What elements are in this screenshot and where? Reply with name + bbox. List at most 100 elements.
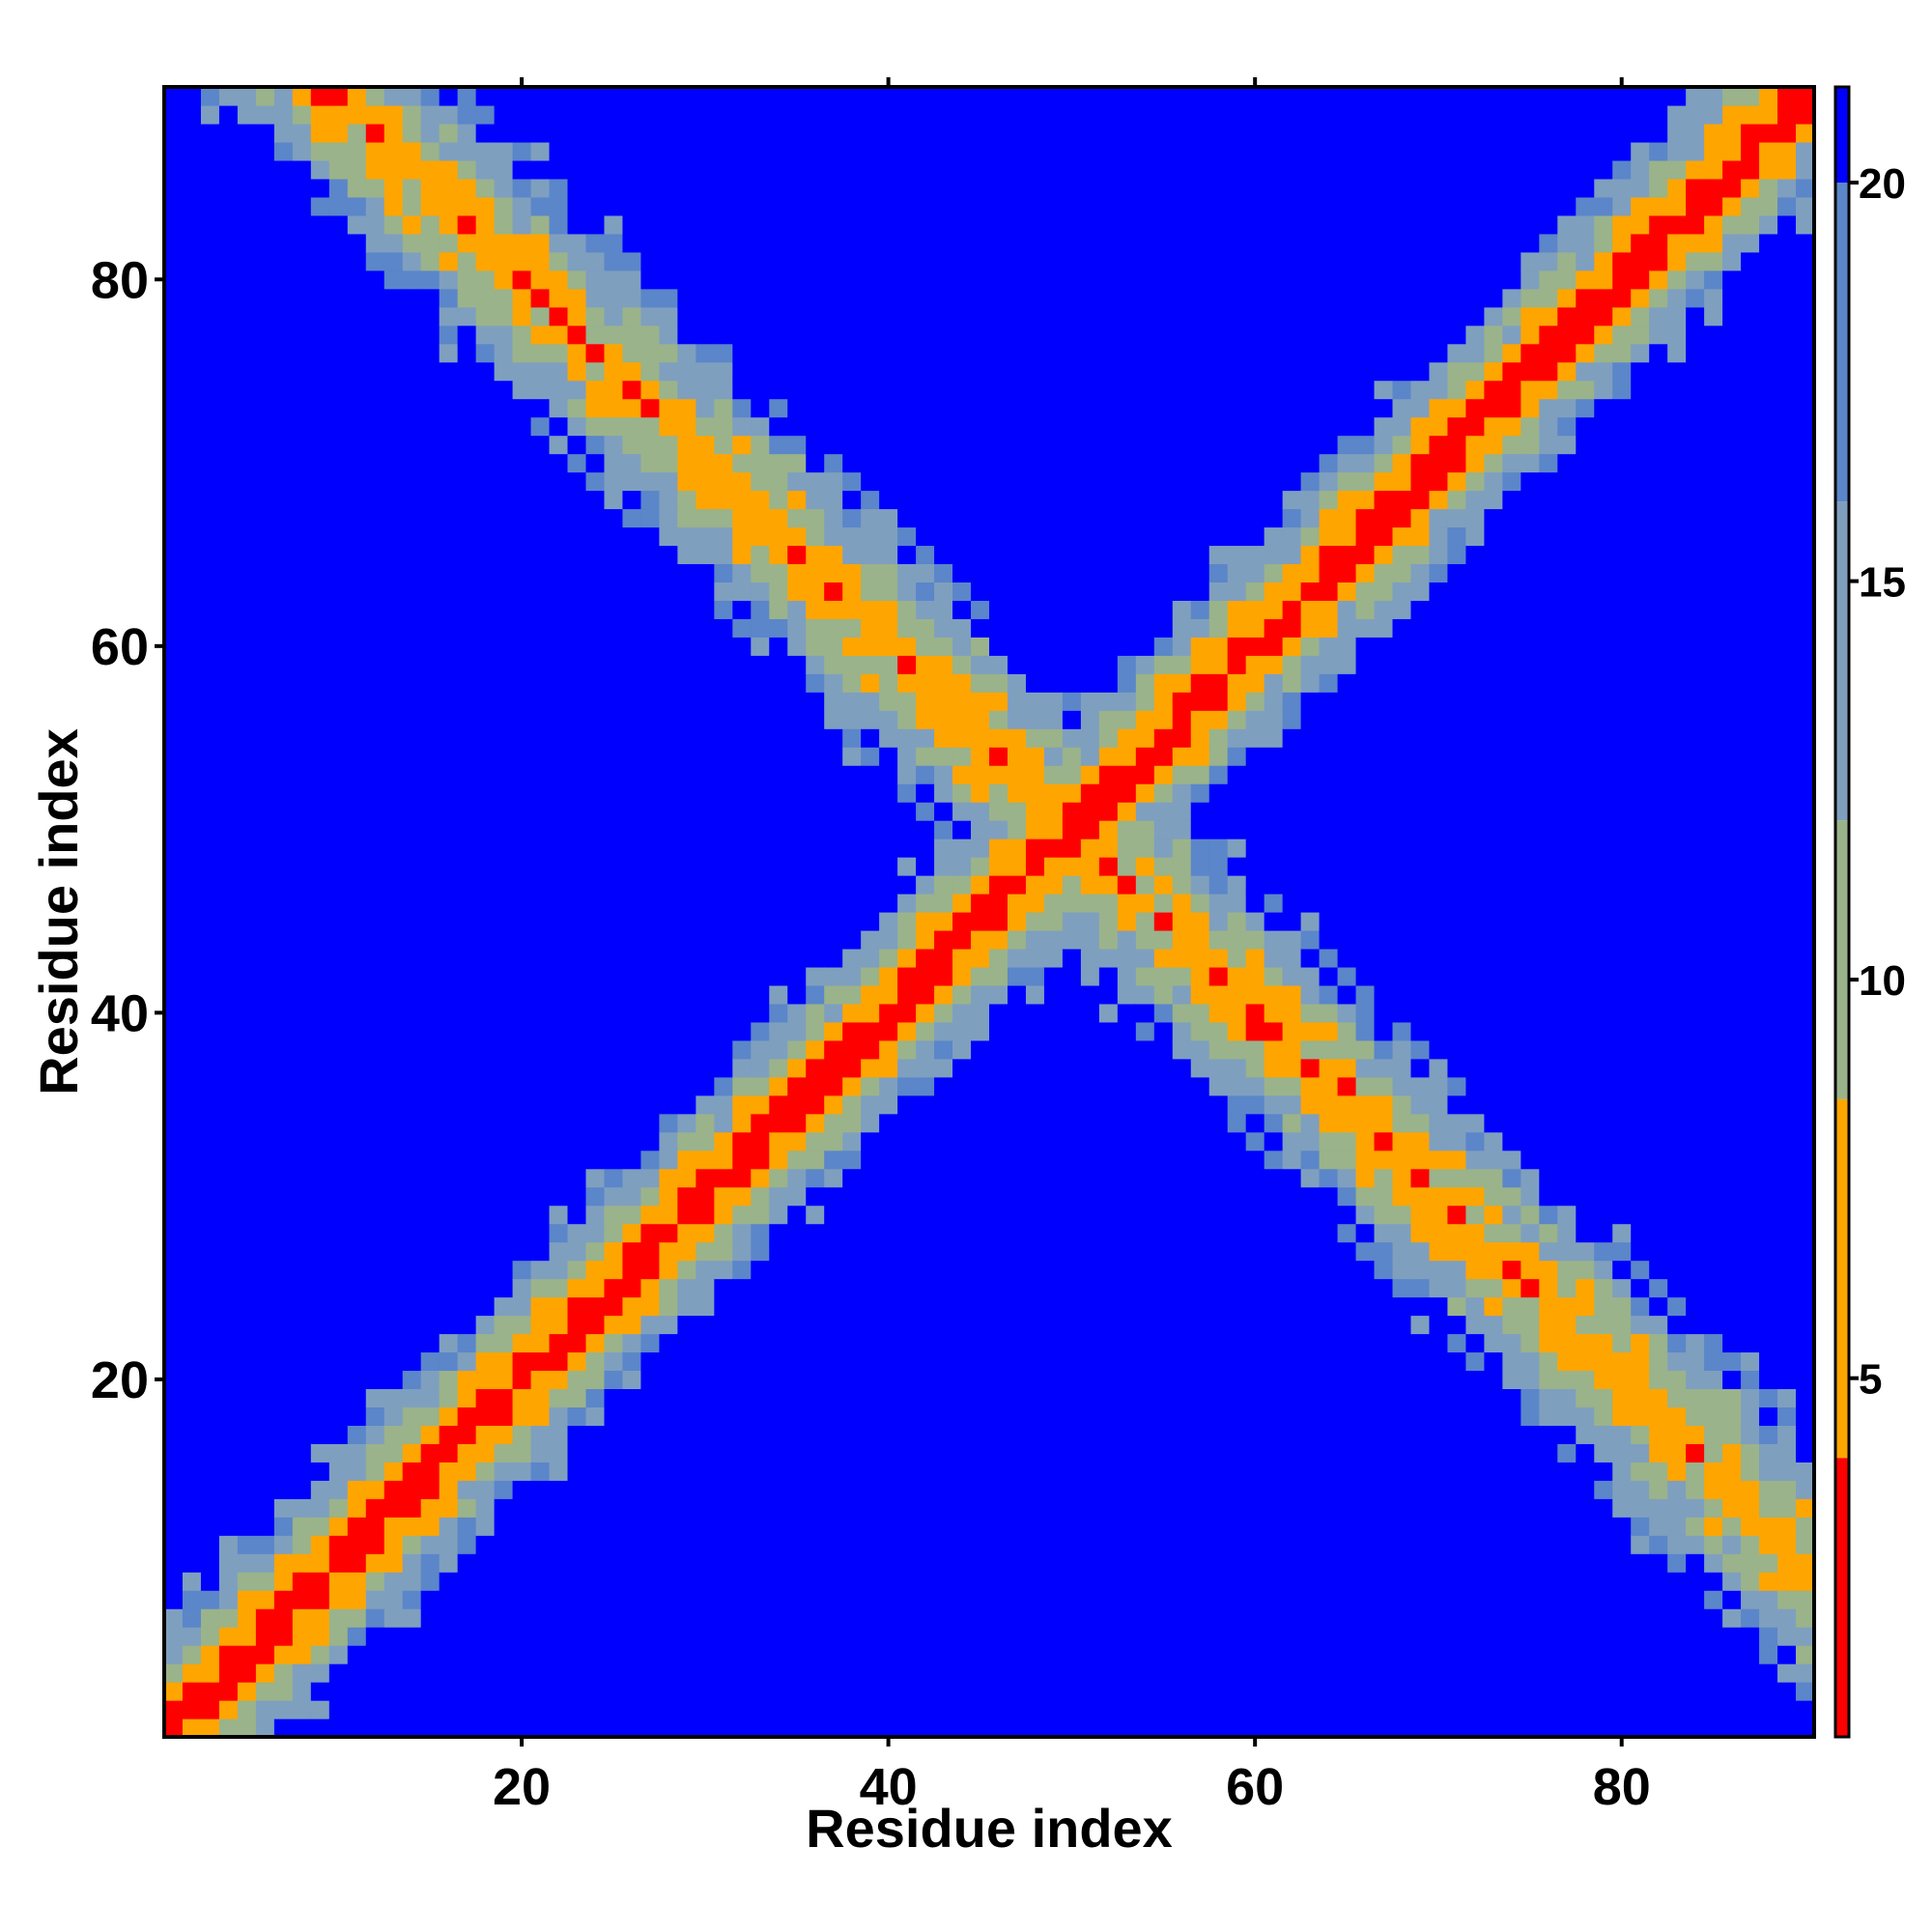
heatmap-cell: [622, 1553, 642, 1573]
heatmap-cell: [567, 361, 587, 382]
heatmap-cell: [897, 233, 917, 253]
heatmap-cell: [769, 1205, 788, 1225]
heatmap-cell: [714, 178, 733, 198]
heatmap-cell: [292, 747, 312, 766]
heatmap-cell: [420, 471, 440, 492]
heatmap-cell: [751, 1058, 770, 1078]
heatmap-cell: [751, 1498, 770, 1518]
heatmap-cell: [402, 1425, 422, 1444]
heatmap-cell: [549, 361, 569, 382]
heatmap-cell: [1153, 673, 1174, 693]
heatmap-cell: [989, 1260, 1009, 1280]
heatmap-cell: [494, 1351, 514, 1372]
heatmap-cell: [1117, 894, 1137, 913]
heatmap-cell: [328, 1021, 349, 1041]
heatmap-cell: [751, 490, 770, 510]
heatmap-cell: [328, 802, 349, 821]
heatmap-cell: [530, 1553, 551, 1573]
heatmap-cell: [255, 398, 275, 418]
heatmap-cell: [273, 1572, 294, 1591]
heatmap-cell: [806, 1517, 825, 1536]
heatmap-cell: [696, 710, 715, 729]
heatmap-cell: [696, 966, 715, 986]
heatmap-cell: [842, 1021, 862, 1041]
heatmap-cell: [897, 545, 917, 565]
heatmap-cell: [530, 159, 551, 180]
heatmap-cell: [494, 692, 514, 711]
heatmap-cell: [1080, 1150, 1100, 1170]
heatmap-cell: [273, 1663, 294, 1683]
heatmap-cell: [806, 1663, 825, 1683]
heatmap-cell: [916, 1131, 935, 1151]
heatmap-cell: [879, 325, 898, 345]
heatmap-cell: [347, 1553, 367, 1573]
heatmap-cell: [402, 1498, 422, 1518]
heatmap-cell: [751, 1462, 770, 1481]
heatmap-cell: [934, 582, 953, 601]
heatmap-cell: [989, 673, 1009, 693]
heatmap-cell: [512, 196, 532, 216]
heatmap-cell: [971, 1388, 990, 1407]
heatmap-cell: [861, 710, 880, 729]
heatmap-cell: [1025, 233, 1045, 253]
heatmap-cell: [1043, 1388, 1064, 1407]
heatmap-cell: [1062, 728, 1082, 748]
heatmap-cell: [952, 288, 972, 308]
heatmap-cell: [1117, 1480, 1137, 1499]
heatmap-cell: [714, 1260, 733, 1280]
heatmap-cell: [218, 582, 239, 601]
heatmap-cell: [824, 563, 843, 582]
heatmap-cell: [1153, 655, 1174, 674]
heatmap-cell: [787, 178, 807, 198]
heatmap-cell: [824, 104, 843, 125]
heatmap-cell: [769, 1150, 788, 1170]
heatmap-cell: [273, 1223, 294, 1243]
heatmap-cell: [347, 929, 367, 950]
heatmap-cell: [696, 1498, 715, 1518]
heatmap-cell: [1153, 1535, 1174, 1554]
heatmap-cell: [218, 747, 239, 766]
heatmap-cell: [530, 233, 551, 253]
heatmap-cell: [842, 1517, 862, 1536]
heatmap-cell: [897, 820, 917, 839]
heatmap-cell: [567, 159, 587, 180]
heatmap-cell: [365, 1186, 385, 1207]
heatmap-cell: [1080, 1663, 1100, 1683]
heatmap-cell: [164, 929, 184, 950]
heatmap-cell: [769, 251, 788, 271]
heatmap-cell: [200, 1131, 220, 1151]
heatmap-cell: [512, 1590, 532, 1609]
heatmap-cell: [494, 1553, 514, 1573]
heatmap-cell: [420, 1443, 440, 1463]
heatmap-cell: [218, 398, 239, 418]
heatmap-cell: [200, 655, 220, 674]
heatmap-cell: [200, 490, 220, 510]
heatmap-cell: [1135, 747, 1155, 766]
heatmap-cell: [934, 894, 953, 913]
heatmap-cell: [384, 1406, 404, 1426]
heatmap-cell: [328, 582, 349, 601]
heatmap-cell: [567, 1700, 587, 1719]
heatmap-cell: [365, 196, 385, 216]
heatmap-cell: [622, 1443, 642, 1463]
heatmap-cell: [585, 1021, 606, 1041]
heatmap-cell: [347, 398, 367, 418]
heatmap-cell: [549, 1076, 569, 1096]
heatmap-cell: [585, 1572, 606, 1591]
heatmap-cell: [292, 233, 312, 253]
heatmap-cell: [861, 1296, 880, 1317]
heatmap-cell: [255, 1663, 275, 1683]
heatmap-cell: [806, 929, 825, 950]
heatmap-cell: [347, 783, 367, 803]
heatmap-cell: [897, 1076, 917, 1096]
heatmap-cell: [659, 288, 678, 308]
heatmap-cell: [1098, 1498, 1119, 1518]
heatmap-cell: [200, 196, 220, 216]
heatmap-cell: [292, 1608, 312, 1628]
heatmap-cell: [1117, 1663, 1137, 1683]
heatmap-cell: [861, 692, 880, 711]
heatmap-cell: [530, 416, 551, 437]
heatmap-cell: [1007, 1663, 1027, 1683]
heatmap-cell: [1098, 1186, 1119, 1207]
heatmap-cell: [842, 984, 862, 1005]
